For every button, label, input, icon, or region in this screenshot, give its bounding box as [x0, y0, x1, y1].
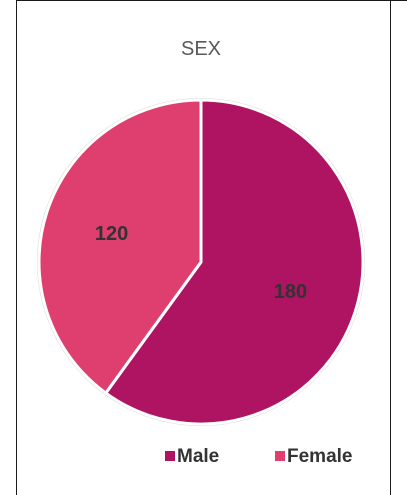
data-label-female: 120: [95, 223, 128, 245]
chart-title: SEX: [181, 38, 221, 60]
pie-slice-female: [37, 98, 203, 395]
pie-slice-male: [104, 98, 365, 426]
legend-label-male: Male: [177, 446, 219, 467]
legend-swatch-male: [165, 451, 175, 461]
legend: Male Female: [165, 446, 352, 467]
legend-label-female: Female: [287, 446, 352, 467]
legend-item-female: Female: [275, 446, 352, 467]
legend-item-male: Male: [165, 446, 219, 467]
data-label-male: 180: [274, 281, 307, 303]
pie-chart: [37, 98, 365, 426]
legend-swatch-female: [275, 451, 285, 461]
pie-data-labels: 180 120: [95, 223, 307, 303]
